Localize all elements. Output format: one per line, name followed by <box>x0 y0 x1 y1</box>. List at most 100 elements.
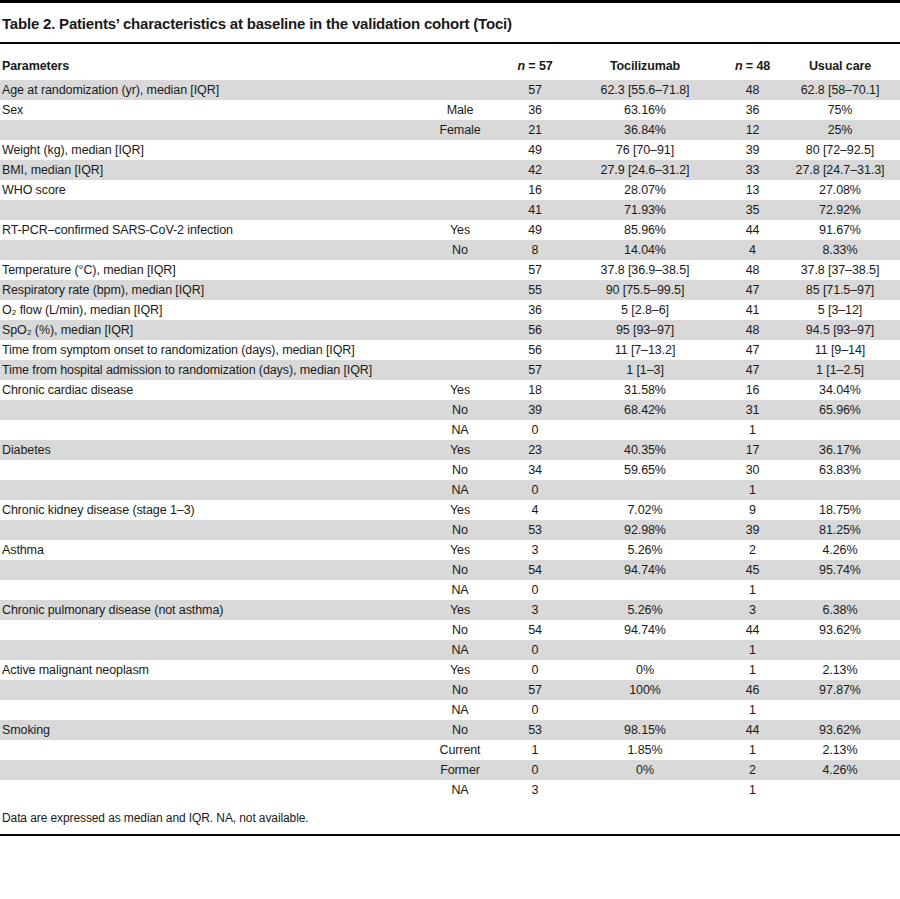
parameter-cell: Weight (kg), median [IQR] <box>0 140 415 160</box>
category-cell <box>415 260 505 280</box>
n-usual-care-cell: 1 <box>725 480 780 500</box>
parameter-cell <box>0 200 415 220</box>
tocilizumab-value-cell <box>565 420 725 440</box>
usual-care-value-cell: 8.33% <box>780 240 900 260</box>
n-tocilizumab-cell: 54 <box>505 620 565 640</box>
parameter-cell: Time from hospital admission to randomiz… <box>0 360 415 380</box>
usual-care-value-cell: 27.8 [24.7–31.3] <box>780 160 900 180</box>
parameter-cell <box>0 640 415 660</box>
tocilizumab-value-cell: 5.26% <box>565 540 725 560</box>
table-row: Temperature (°C), median [IQR]5737.8 [36… <box>0 260 900 280</box>
table-row: BMI, median [IQR]4227.9 [24.6–31.2]3327.… <box>0 160 900 180</box>
table-row: SexMale3663.16%3675% <box>0 100 900 120</box>
usual-care-value-cell: 4.26% <box>780 540 900 560</box>
n-usual-care-cell: 45 <box>725 560 780 580</box>
table-row: Age at randomization (yr), median [IQR]5… <box>0 80 900 100</box>
paper-table-page: Table 2. Patients’ characteristics at ba… <box>0 0 900 899</box>
n-usual-care-cell: 39 <box>725 520 780 540</box>
category-cell: Current <box>415 740 505 760</box>
n-usual-care-cell: 1 <box>725 700 780 720</box>
usual-care-value-cell: 2.13% <box>780 660 900 680</box>
parameter-cell: O₂ flow (L/min), median [IQR] <box>0 300 415 320</box>
usual-care-value-cell: 1 [1–2.5] <box>780 360 900 380</box>
table-row: AsthmaYes35.26%24.26% <box>0 540 900 560</box>
parameter-cell: Active malignant neoplasm <box>0 660 415 680</box>
table-row: Time from hospital admission to randomiz… <box>0 360 900 380</box>
n-tocilizumab-cell: 0 <box>505 760 565 780</box>
usual-care-value-cell: 25% <box>780 120 900 140</box>
table-row: Chronic cardiac diseaseYes1831.58%1634.0… <box>0 380 900 400</box>
category-cell: No <box>415 520 505 540</box>
n-usual-care-cell: 2 <box>725 540 780 560</box>
table-row: Chronic kidney disease (stage 1–3)Yes47.… <box>0 500 900 520</box>
category-cell: NA <box>415 480 505 500</box>
table-row: DiabetesYes2340.35%1736.17% <box>0 440 900 460</box>
tocilizumab-value-cell: 1.85% <box>565 740 725 760</box>
tocilizumab-value-cell <box>565 640 725 660</box>
table-row: SmokingNo5398.15%4493.62% <box>0 720 900 740</box>
category-cell: No <box>415 720 505 740</box>
table-row: No57100%4697.87% <box>0 680 900 700</box>
table-row: No814.04%48.33% <box>0 240 900 260</box>
tocilizumab-value-cell: 68.42% <box>565 400 725 420</box>
parameter-cell: Chronic kidney disease (stage 1–3) <box>0 500 415 520</box>
category-cell: Yes <box>415 660 505 680</box>
n-tocilizumab-cell: 34 <box>505 460 565 480</box>
n-tocilizumab-cell: 49 <box>505 140 565 160</box>
category-cell: Yes <box>415 540 505 560</box>
category-cell: NA <box>415 780 505 800</box>
n-tocilizumab-cell: 0 <box>505 420 565 440</box>
n-usual-care-cell: 44 <box>725 720 780 740</box>
tocilizumab-value-cell <box>565 780 725 800</box>
tocilizumab-value-cell <box>565 480 725 500</box>
table-row: No3968.42%3165.96% <box>0 400 900 420</box>
category-cell <box>415 360 505 380</box>
tocilizumab-value-cell: 94.74% <box>565 620 725 640</box>
tocilizumab-value-cell: 36.84% <box>565 120 725 140</box>
usual-care-value-cell: 5 [3–12] <box>780 300 900 320</box>
tocilizumab-value-cell: 31.58% <box>565 380 725 400</box>
n-usual-care-cell: 44 <box>725 220 780 240</box>
parameter-cell: Temperature (°C), median [IQR] <box>0 260 415 280</box>
parameter-cell: Chronic cardiac disease <box>0 380 415 400</box>
n-tocilizumab-cell: 53 <box>505 720 565 740</box>
tocilizumab-value-cell: 1 [1–3] <box>565 360 725 380</box>
category-cell: Yes <box>415 380 505 400</box>
parameter-cell <box>0 740 415 760</box>
usual-care-value-cell: 94.5 [93–97] <box>780 320 900 340</box>
parameter-cell <box>0 120 415 140</box>
n-tocilizumab-cell: 0 <box>505 480 565 500</box>
tocilizumab-value-cell: 59.65% <box>565 460 725 480</box>
column-header-n-tocilizumab: n = 57 <box>505 44 565 80</box>
category-cell: NA <box>415 640 505 660</box>
n-usual-care-cell: 13 <box>725 180 780 200</box>
n-tocilizumab-cell: 4 <box>505 500 565 520</box>
n-usual-care-cell: 36 <box>725 100 780 120</box>
category-cell <box>415 160 505 180</box>
table-row: NA31 <box>0 780 900 800</box>
tocilizumab-value-cell: 92.98% <box>565 520 725 540</box>
n-tocilizumab-cell: 57 <box>505 360 565 380</box>
usual-care-value-cell: 2.13% <box>780 740 900 760</box>
parameter-cell <box>0 620 415 640</box>
usual-care-value-cell: 80 [72–92.5] <box>780 140 900 160</box>
column-header-usual-care: Usual care <box>780 44 900 80</box>
parameter-cell <box>0 680 415 700</box>
usual-care-value-cell: 18.75% <box>780 500 900 520</box>
category-cell: NA <box>415 580 505 600</box>
n-usual-care-cell: 47 <box>725 360 780 380</box>
n-usual-care-cell: 17 <box>725 440 780 460</box>
parameter-cell: WHO score <box>0 180 415 200</box>
n-tocilizumab-cell: 41 <box>505 200 565 220</box>
n-usual-care-cell: 46 <box>725 680 780 700</box>
tocilizumab-value-cell <box>565 580 725 600</box>
n-tocilizumab-cell: 57 <box>505 260 565 280</box>
usual-care-value-cell <box>780 700 900 720</box>
category-cell: No <box>415 460 505 480</box>
table-row: RT-PCR–confirmed SARS-CoV-2 infectionYes… <box>0 220 900 240</box>
tocilizumab-value-cell: 7.02% <box>565 500 725 520</box>
tocilizumab-value-cell: 27.9 [24.6–31.2] <box>565 160 725 180</box>
n-tocilizumab-cell: 21 <box>505 120 565 140</box>
parameter-cell <box>0 760 415 780</box>
n-usual-care-cell: 47 <box>725 280 780 300</box>
